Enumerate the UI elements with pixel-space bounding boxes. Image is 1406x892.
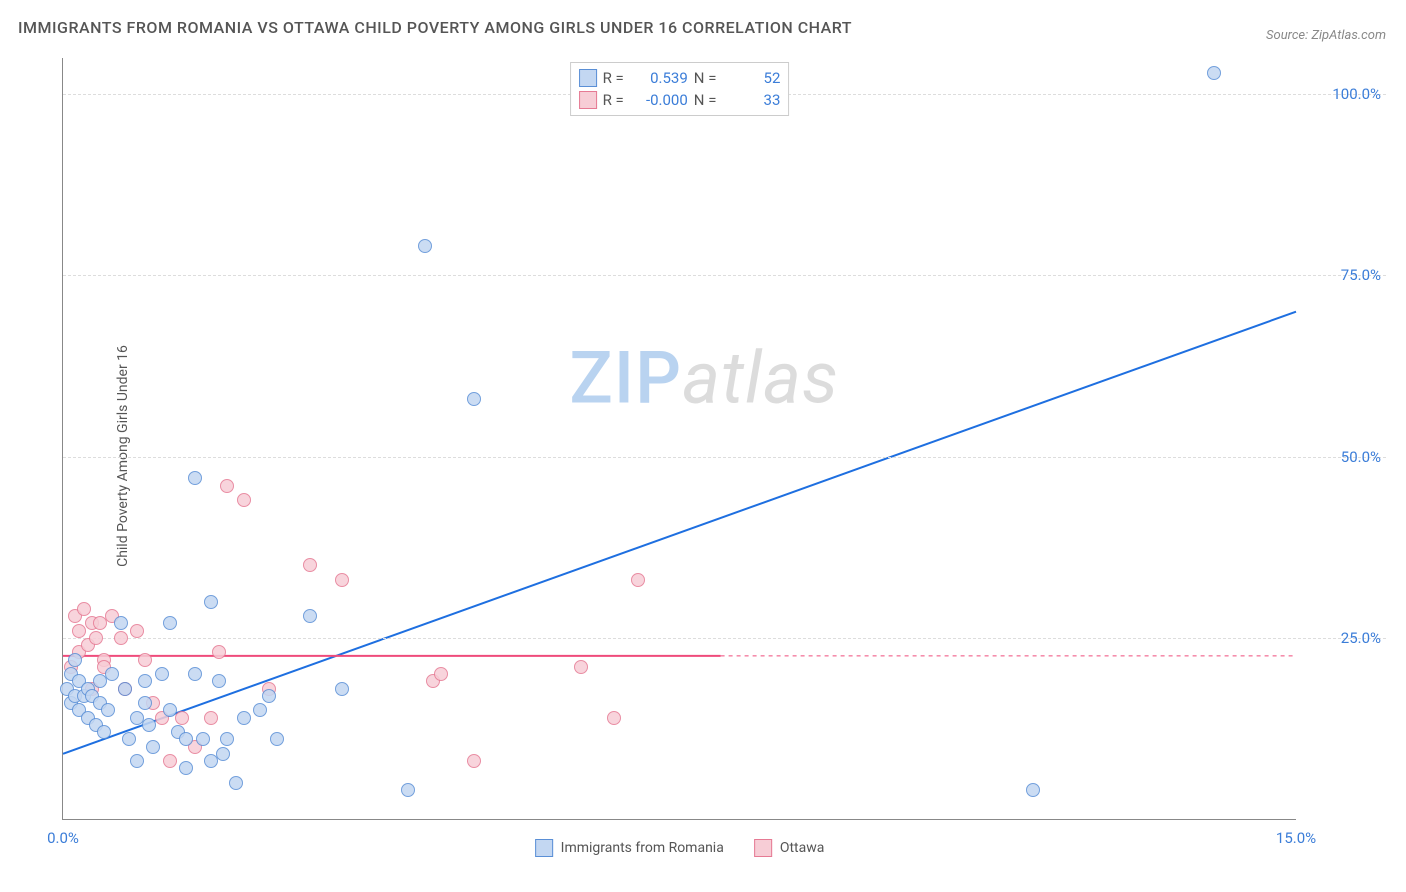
stat-value-n: 52 — [722, 69, 780, 87]
source-name: ZipAtlas.com — [1311, 28, 1386, 43]
grid-line — [63, 275, 1386, 276]
scatter-point — [138, 653, 152, 667]
y-tick-label: 75.0% — [1341, 266, 1381, 284]
grid-line — [63, 457, 1386, 458]
scatter-point — [1026, 783, 1040, 797]
scatter-point — [163, 703, 177, 717]
scatter-point — [89, 631, 103, 645]
scatter-point — [138, 696, 152, 710]
legend-item: Ottawa — [754, 839, 825, 857]
scatter-point — [204, 595, 218, 609]
stat-label-r: R = — [603, 91, 624, 109]
scatter-point — [418, 239, 432, 253]
scatter-point — [179, 761, 193, 775]
x-tick-label: 15.0% — [1276, 829, 1316, 847]
scatter-point — [237, 493, 251, 507]
scatter-point — [130, 624, 144, 638]
y-tick-label: 100.0% — [1332, 85, 1381, 103]
scatter-point — [175, 711, 189, 725]
scatter-point — [101, 703, 115, 717]
scatter-point — [155, 667, 169, 681]
scatter-point — [196, 732, 210, 746]
scatter-point — [335, 682, 349, 696]
scatter-point — [142, 718, 156, 732]
series-legend: Immigrants from Romania Ottawa — [535, 839, 825, 857]
scatter-point — [97, 725, 111, 739]
stat-value-r: -0.000 — [630, 91, 688, 109]
scatter-point — [434, 667, 448, 681]
legend-label: Immigrants from Romania — [561, 840, 724, 856]
grid-line — [63, 638, 1386, 639]
source-attribution: Source: ZipAtlas.com — [1266, 28, 1386, 43]
scatter-point — [237, 711, 251, 725]
scatter-point — [188, 667, 202, 681]
scatter-point — [220, 479, 234, 493]
stat-label-n: N = — [694, 91, 717, 109]
scatter-point — [467, 754, 481, 768]
legend-item: Immigrants from Romania — [535, 839, 724, 857]
correlation-legend-row: R = 0.539 N = 52 — [579, 67, 781, 89]
scatter-point — [105, 667, 119, 681]
plot-area: ZIPatlas R = 0.539 N = 52 R = -0.000 N =… — [62, 58, 1296, 820]
x-tick-label: 0.0% — [47, 829, 79, 847]
scatter-point — [114, 631, 128, 645]
scatter-point — [138, 674, 152, 688]
scatter-point — [179, 732, 193, 746]
correlation-legend-row: R = -0.000 N = 33 — [579, 89, 781, 111]
scatter-point — [253, 703, 267, 717]
stat-label-r: R = — [603, 69, 624, 87]
stat-value-r: 0.539 — [630, 69, 688, 87]
trend-lines-layer — [63, 58, 1296, 819]
stat-label-n: N = — [694, 69, 717, 87]
scatter-point — [212, 645, 226, 659]
scatter-point — [130, 754, 144, 768]
y-tick-label: 50.0% — [1341, 448, 1381, 466]
scatter-point — [188, 471, 202, 485]
scatter-point — [574, 660, 588, 674]
scatter-point — [607, 711, 621, 725]
scatter-point — [303, 609, 317, 623]
legend-swatch — [579, 69, 597, 87]
scatter-point — [204, 711, 218, 725]
trend-line — [63, 312, 1296, 754]
chart-container: Child Poverty Among Girls Under 16 ZIPat… — [40, 50, 1386, 862]
scatter-point — [1207, 66, 1221, 80]
scatter-point — [220, 732, 234, 746]
correlation-legend: R = 0.539 N = 52 R = -0.000 N = 33 — [570, 62, 790, 116]
scatter-point — [229, 776, 243, 790]
stat-value-n: 33 — [722, 91, 780, 109]
scatter-point — [163, 616, 177, 630]
source-label: Source: — [1266, 28, 1311, 43]
scatter-point — [163, 754, 177, 768]
scatter-point — [212, 674, 226, 688]
legend-swatch — [535, 839, 553, 857]
scatter-point — [146, 740, 160, 754]
y-tick-label: 25.0% — [1341, 629, 1381, 647]
scatter-point — [122, 732, 136, 746]
chart-title: IMMIGRANTS FROM ROMANIA VS OTTAWA CHILD … — [18, 18, 852, 37]
scatter-point — [216, 747, 230, 761]
scatter-point — [118, 682, 132, 696]
scatter-point — [77, 602, 91, 616]
scatter-point — [303, 558, 317, 572]
scatter-point — [262, 689, 276, 703]
scatter-point — [631, 573, 645, 587]
scatter-point — [68, 653, 82, 667]
scatter-point — [467, 392, 481, 406]
scatter-point — [335, 573, 349, 587]
legend-swatch — [754, 839, 772, 857]
legend-label: Ottawa — [780, 840, 825, 856]
scatter-point — [270, 732, 284, 746]
legend-swatch — [579, 91, 597, 109]
scatter-point — [114, 616, 128, 630]
scatter-point — [401, 783, 415, 797]
